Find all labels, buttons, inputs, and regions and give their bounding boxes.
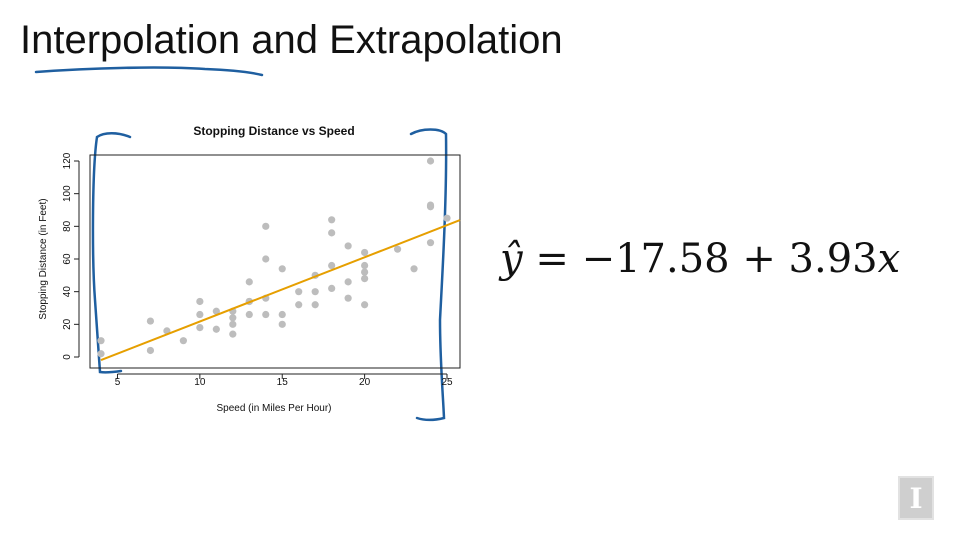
right-bracket-stroke bbox=[409, 128, 448, 422]
x-axis-label: Speed (in Miles Per Hour) bbox=[216, 403, 331, 414]
y-axis-label: Stopping Distance (in Feet) bbox=[38, 198, 49, 319]
data-point bbox=[196, 297, 204, 306]
data-point bbox=[361, 268, 369, 276]
data-point bbox=[361, 261, 369, 270]
data-point bbox=[344, 294, 352, 302]
data-point bbox=[278, 320, 286, 328]
x-tick-label: 15 bbox=[277, 377, 289, 388]
data-point bbox=[146, 317, 155, 325]
x-tick-label: 10 bbox=[194, 377, 206, 388]
data-point bbox=[426, 239, 435, 247]
y-tick-label: 120 bbox=[62, 152, 73, 169]
y-tick-label: 0 bbox=[62, 354, 73, 360]
data-point bbox=[262, 222, 270, 230]
data-point bbox=[344, 278, 352, 286]
logo-letter: I bbox=[909, 482, 923, 515]
data-point bbox=[245, 278, 253, 286]
data-point bbox=[229, 330, 237, 338]
data-point bbox=[361, 275, 369, 283]
data-point bbox=[229, 314, 237, 322]
data-point bbox=[344, 242, 352, 250]
data-point bbox=[262, 255, 270, 263]
regression-equation: ŷ = −17.58 + 3.93x bbox=[500, 236, 900, 282]
slide-title: Interpolation and Extrapolation bbox=[20, 18, 563, 62]
data-point bbox=[311, 301, 319, 309]
plot-frame bbox=[89, 154, 461, 369]
data-point bbox=[146, 346, 155, 355]
data-point bbox=[278, 265, 286, 273]
data-point bbox=[196, 310, 204, 319]
y-tick-label: 80 bbox=[62, 220, 73, 232]
y-tick-label: 60 bbox=[62, 253, 73, 265]
x-tick-label: 20 bbox=[359, 377, 371, 388]
data-point bbox=[97, 337, 105, 345]
equation-intercept: −17.58 bbox=[581, 236, 730, 282]
data-point bbox=[212, 307, 220, 315]
equation-yhat: ŷ bbox=[500, 236, 523, 282]
data-point bbox=[262, 310, 270, 319]
data-point bbox=[97, 350, 105, 358]
x-tick-label: 25 bbox=[441, 377, 453, 388]
left-bracket-stroke bbox=[91, 132, 132, 374]
data-point bbox=[426, 157, 435, 165]
equation-plus: + bbox=[742, 236, 776, 282]
data-point bbox=[328, 216, 336, 224]
data-point bbox=[443, 214, 451, 222]
regression-line bbox=[100, 219, 461, 361]
data-point bbox=[278, 310, 286, 319]
chart-title: Stopping Distance vs Speed bbox=[193, 124, 354, 138]
data-point bbox=[212, 325, 220, 333]
data-point bbox=[410, 265, 418, 273]
university-logo: I bbox=[898, 476, 934, 520]
y-axis-ticks: 0 20 40 60 80 100 120 bbox=[62, 152, 80, 360]
data-point bbox=[245, 310, 253, 319]
y-tick-label: 40 bbox=[62, 286, 73, 298]
equation-slope: 3.93 bbox=[788, 236, 878, 282]
data-point bbox=[196, 324, 204, 332]
equation-variable: x bbox=[877, 236, 901, 282]
data-point bbox=[328, 229, 336, 237]
equation-equals: = bbox=[535, 236, 569, 282]
data-point bbox=[295, 288, 303, 296]
data-point bbox=[328, 284, 336, 292]
data-point bbox=[179, 337, 187, 345]
y-tick-label: 20 bbox=[62, 318, 73, 330]
x-axis-ticks: 5 10 15 20 25 bbox=[115, 373, 453, 388]
data-point bbox=[361, 248, 369, 257]
data-point bbox=[361, 301, 369, 309]
data-point bbox=[311, 288, 319, 296]
x-tick-label: 5 bbox=[115, 377, 121, 388]
data-points bbox=[97, 157, 451, 358]
data-point bbox=[229, 320, 237, 328]
y-tick-label: 100 bbox=[62, 185, 73, 202]
data-point bbox=[328, 261, 336, 270]
data-point bbox=[426, 201, 435, 209]
data-point bbox=[393, 245, 402, 253]
title-underline-stroke bbox=[34, 66, 264, 77]
data-point bbox=[295, 301, 303, 309]
